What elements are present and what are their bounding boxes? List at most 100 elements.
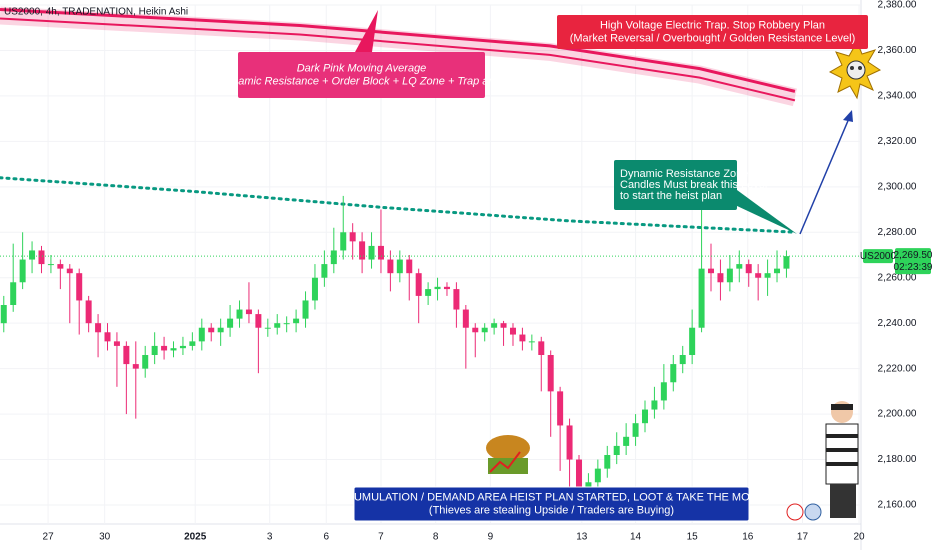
candle-body <box>651 400 658 410</box>
y-tick-label: 2,340.00 <box>878 91 917 102</box>
candle-body <box>179 345 186 349</box>
candle-body <box>632 423 639 437</box>
candle-body <box>330 250 337 265</box>
candle-body <box>293 318 300 324</box>
candle-body <box>415 273 422 296</box>
ma-band-lower <box>0 17 796 102</box>
candle-body <box>613 445 620 455</box>
y-tick-label: 2,320.00 <box>878 136 917 147</box>
flash-icon <box>786 503 804 521</box>
x-tick-label: 2025 <box>184 532 207 543</box>
annotation-text: (Thieves are stealing Upside / Traders a… <box>429 504 674 516</box>
y-tick-label: 2,300.00 <box>878 181 917 192</box>
candle-body <box>19 259 26 283</box>
annotation-text: Candles Must break this Level <box>620 179 767 191</box>
candle-body <box>764 273 771 278</box>
candle-body <box>774 268 781 274</box>
candle-body <box>217 327 224 333</box>
flag-icon <box>804 503 822 521</box>
candle-body <box>170 348 177 351</box>
candle-body <box>349 232 356 242</box>
annotation-text: Dark Pink Moving Average <box>297 62 427 74</box>
y-tick-label: 2,260.00 <box>878 272 917 283</box>
candle-body <box>29 250 36 260</box>
candle-body <box>113 341 120 346</box>
annotation: High Voltage Electric Trap. Stop Robbery… <box>557 15 868 49</box>
y-tick-label: 2,280.00 <box>878 227 917 238</box>
candle-body <box>10 282 17 305</box>
annotation-text: ACCUMULATION / DEMAND AREA HEIST PLAN ST… <box>331 491 773 503</box>
y-tick-label: 2,180.00 <box>878 454 917 465</box>
candle-body <box>745 264 752 274</box>
x-tick-label: 9 <box>488 532 494 543</box>
candle-body <box>519 334 526 342</box>
candle-body <box>755 273 762 278</box>
candle-body <box>38 250 45 265</box>
symbol-tag <box>863 249 893 264</box>
last-price-tag <box>895 248 931 275</box>
x-tick-label: 27 <box>43 532 55 543</box>
annotation-text: Dynamic Resistance Zone <box>620 168 748 180</box>
candle-body <box>76 273 83 301</box>
arrow-head <box>843 110 853 122</box>
annotation-text: High Voltage Electric Trap. Stop Robbery… <box>600 19 825 31</box>
x-tick-label: 7 <box>378 532 384 543</box>
candle-body <box>698 268 705 328</box>
candle-body <box>783 256 790 269</box>
annotation-box <box>353 486 750 522</box>
candle-body <box>443 286 450 290</box>
candle-body <box>189 341 196 346</box>
candle-body <box>425 289 432 296</box>
candle-body <box>538 341 545 355</box>
x-tick-label: 15 <box>687 532 699 543</box>
candle-body <box>0 305 7 324</box>
last-price-label: 2,269.50 <box>894 250 932 261</box>
candle-body <box>85 300 92 324</box>
candle-body <box>311 277 318 301</box>
bull-icon <box>486 435 530 474</box>
candle-body <box>104 332 111 342</box>
x-tick-label: 13 <box>576 532 588 543</box>
candle-body <box>528 341 535 343</box>
candle-body <box>566 425 573 460</box>
decorations <box>355 10 882 521</box>
candle-body <box>274 323 281 328</box>
ma-dotted <box>0 176 798 234</box>
callout-pointer <box>720 190 797 234</box>
annotation-text: to start the heist plan <box>620 190 722 202</box>
candle-body <box>368 245 375 260</box>
symbol-label: US2000 <box>860 251 897 262</box>
x-tick-label: 20 <box>853 532 865 543</box>
x-tick-label: 8 <box>433 532 439 543</box>
x-tick-label: 16 <box>742 532 754 543</box>
candle-body <box>708 268 715 274</box>
candle-body <box>509 327 516 335</box>
skull-icon <box>828 40 882 100</box>
candle-body <box>670 364 677 383</box>
candle-body <box>736 264 743 269</box>
arrow <box>799 115 851 235</box>
candle-body <box>453 289 460 310</box>
y-tick-label: 2,240.00 <box>878 318 917 329</box>
candle-body <box>377 245 384 260</box>
candle-body <box>472 327 479 333</box>
candle-body <box>575 459 582 487</box>
candle-body <box>227 318 234 328</box>
candle-body <box>594 468 601 483</box>
candle-body <box>340 232 347 251</box>
candle-body <box>208 327 215 333</box>
ma-band-glow <box>0 6 798 107</box>
candle-body <box>585 482 592 487</box>
x-tick-label: 30 <box>99 532 111 543</box>
chart-title: US2000, 4h, TRADENATION, Heikin Ashi <box>4 7 188 18</box>
candle-body <box>500 323 507 328</box>
candle-body <box>198 327 205 342</box>
y-tick-label: 2,200.00 <box>878 409 917 420</box>
candle-body <box>66 268 73 274</box>
thief-icon <box>825 401 859 518</box>
annotation-box <box>238 52 485 98</box>
candle-body <box>717 273 724 283</box>
candle-body <box>151 345 158 355</box>
